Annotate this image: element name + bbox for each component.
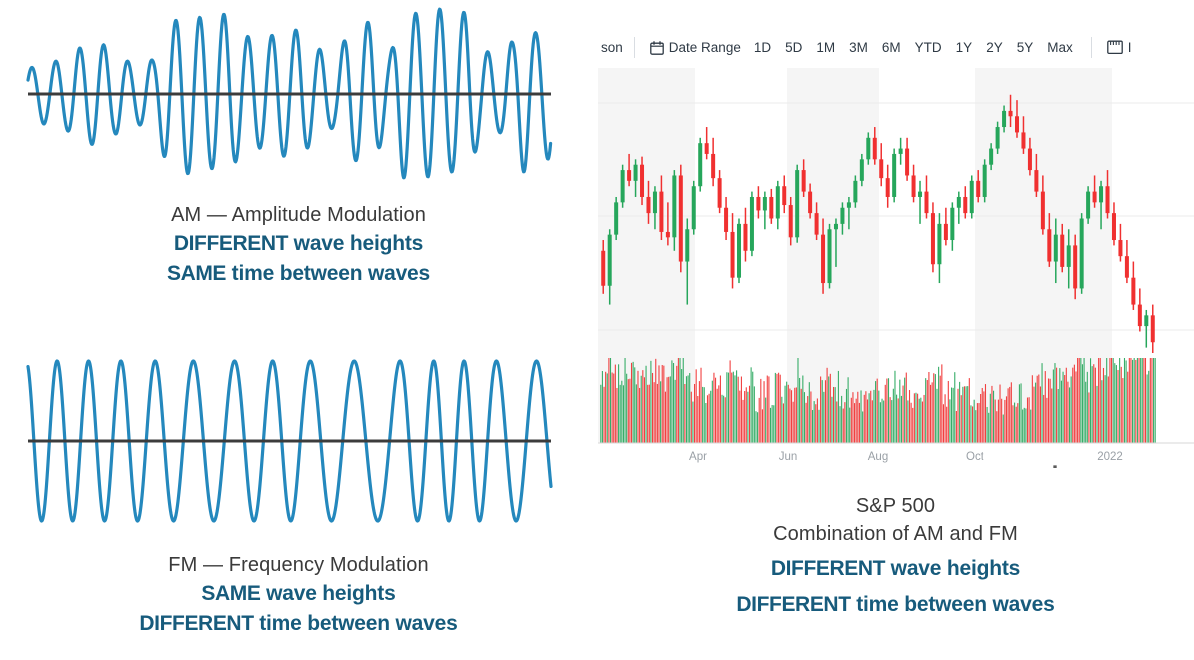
range-button-1y[interactable]: 1Y [955, 40, 973, 55]
range-button-max[interactable]: Max [1047, 40, 1073, 55]
chart-caption-line-1: DIFFERENT wave heights [597, 554, 1194, 584]
fm-line1-text: wave heights [260, 582, 396, 605]
indicators-icon [1106, 40, 1123, 55]
fm-caption-line-2: DIFFERENT time between waves [0, 609, 597, 639]
zoom-in-button[interactable]: + [1042, 458, 1068, 468]
indicators-button[interactable]: I [1103, 38, 1136, 57]
chart-caption-line-2: DIFFERENT time between waves [597, 590, 1194, 620]
toolbar-divider-2 [1090, 37, 1092, 58]
am-line2-text: time between waves [226, 262, 431, 285]
x-tick-apr: Apr [689, 451, 707, 463]
fm-line2-keyword: DIFFERENT [139, 612, 254, 635]
modulation-illustrations: AM — Amplitude Modulation DIFFERENT wave… [0, 0, 597, 639]
calendar-icon [649, 40, 664, 55]
zoom-out-button[interactable]: − [994, 458, 1020, 468]
x-tick-2022: 2022 [1097, 451, 1123, 463]
chart-line1-keyword: DIFFERENT [770, 557, 886, 580]
fm-waveform-panel [0, 333, 597, 533]
toolbar-divider-1 [633, 37, 635, 58]
am-caption-line-2: SAME time between waves [0, 259, 597, 289]
range-button-ytd[interactable]: YTD [914, 40, 942, 55]
am-line1-keyword: DIFFERENT [173, 232, 289, 255]
range-button-3m[interactable]: 3M [849, 40, 868, 55]
chart-canvas[interactable]: Apr Jun Aug Oct 2022 [598, 68, 1194, 468]
am-waveform-panel [0, 0, 597, 200]
x-tick-jun: Jun [779, 451, 798, 463]
am-caption: AM — Amplitude Modulation DIFFERENT wave… [0, 202, 597, 289]
range-button-5d[interactable]: 5D [785, 40, 803, 55]
range-button-5y[interactable]: 5Y [1016, 40, 1034, 55]
am-caption-title: AM — Amplitude Modulation [171, 204, 426, 226]
chart-line2-keyword: DIFFERENT [736, 593, 851, 616]
candlestick-series [601, 94, 1155, 353]
am-line2-keyword: SAME [166, 262, 227, 285]
date-range-button[interactable]: Date Range [646, 38, 745, 57]
volume-series [600, 358, 1156, 443]
chart-caption: S&P 500 Combination of AM and FM DIFFERE… [597, 492, 1194, 620]
date-range-label: Date Range [668, 40, 741, 55]
chart-gridlines [598, 102, 1194, 331]
chart-line2-text: time between waves [850, 593, 1055, 616]
chart-toolbar: son Date Range 1D 5D 1M 3M 6M YTD 1 [598, 27, 1194, 68]
x-tick-oct: Oct [966, 451, 985, 463]
range-button-1m[interactable]: 1M [816, 40, 836, 55]
toolbar-clipped-left-label[interactable]: son [601, 40, 623, 55]
fm-waveform-graphic [26, 359, 553, 523]
chart-line1-text: wave heights [885, 557, 1021, 580]
chart-caption-title-2: Combination of AM and FM [773, 523, 1018, 545]
fm-caption: FM — Frequency Modulation SAME wave heig… [0, 552, 597, 639]
indicators-label: I [1127, 40, 1132, 55]
fm-line1-keyword: SAME [201, 582, 261, 605]
range-button-2y[interactable]: 2Y [986, 40, 1003, 55]
am-line1-text: wave heights [288, 232, 424, 255]
stock-chart-screenshot: son Date Range 1D 5D 1M 3M 6M YTD 1 [597, 0, 1194, 660]
fm-caption-title: FM — Frequency Modulation [168, 554, 429, 576]
range-button-6m[interactable]: 6M [881, 40, 901, 55]
am-caption-line-1: DIFFERENT wave heights [0, 229, 597, 259]
am-waveform-graphic [26, 7, 553, 180]
fm-caption-line-1: SAME wave heights [0, 579, 597, 609]
chart-caption-title-1: S&P 500 [855, 495, 936, 517]
x-tick-aug: Aug [868, 451, 888, 463]
fm-line2-text: time between waves [253, 612, 458, 635]
chart-zoom-controls[interactable]: − + [983, 449, 1079, 468]
x-axis-tick-labels: Apr Jun Aug Oct 2022 [689, 451, 1123, 463]
price-and-volume-chart[interactable]: Apr Jun Aug Oct 2022 − + [598, 68, 1194, 468]
range-button-1d[interactable]: 1D [753, 40, 772, 55]
